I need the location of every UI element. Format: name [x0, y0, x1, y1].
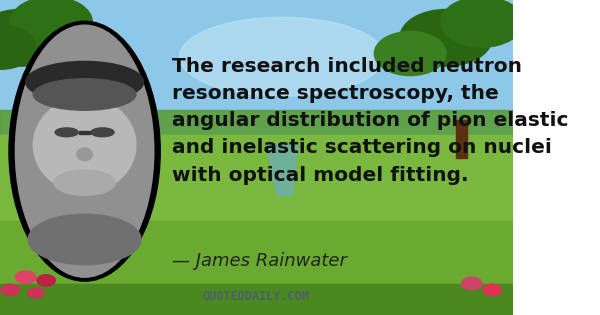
Ellipse shape	[16, 25, 154, 277]
Text: — James Rainwater: — James Rainwater	[172, 252, 347, 270]
Ellipse shape	[55, 128, 78, 137]
Bar	[0, 220, 513, 315]
Ellipse shape	[91, 128, 114, 137]
Circle shape	[10, 0, 92, 47]
Circle shape	[0, 25, 36, 69]
Circle shape	[37, 275, 55, 286]
Circle shape	[400, 9, 492, 66]
Ellipse shape	[54, 170, 115, 195]
Ellipse shape	[179, 17, 385, 96]
Ellipse shape	[28, 214, 141, 265]
Bar	[0, 110, 513, 158]
Polygon shape	[266, 145, 298, 195]
Circle shape	[441, 0, 523, 47]
Circle shape	[1, 284, 19, 295]
Circle shape	[0, 9, 67, 66]
Circle shape	[28, 288, 44, 298]
Ellipse shape	[34, 79, 136, 110]
Ellipse shape	[77, 148, 92, 161]
Bar	[0, 0, 513, 142]
Ellipse shape	[9, 21, 160, 281]
Circle shape	[461, 277, 482, 290]
Bar	[79, 131, 90, 134]
Circle shape	[483, 284, 502, 295]
Bar	[457, 120, 467, 158]
Text: The research included neutron
resonance spectroscopy, the
angular distribution o: The research included neutron resonance …	[172, 57, 568, 185]
Circle shape	[374, 32, 446, 76]
Circle shape	[16, 271, 36, 284]
Ellipse shape	[26, 61, 143, 102]
Ellipse shape	[34, 98, 136, 192]
Bar	[0, 284, 513, 315]
Bar	[26, 120, 36, 158]
Bar	[0, 135, 513, 246]
Text: QUOTEDDAILY.COM: QUOTEDDAILY.COM	[203, 289, 310, 302]
